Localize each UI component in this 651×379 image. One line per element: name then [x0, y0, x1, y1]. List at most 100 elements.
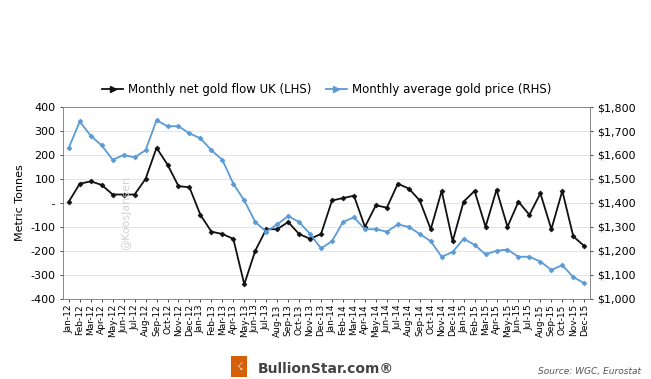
Monthly average gold price (RHS): [186, 131, 193, 136]
Monthly average gold price (RHS): [163, 124, 171, 128]
Monthly net gold flow UK (LHS): [449, 239, 456, 243]
Monthly average gold price (RHS): [273, 222, 281, 227]
Monthly average gold price (RHS): [76, 119, 84, 124]
Text: BullionStar.com®: BullionStar.com®: [257, 362, 394, 376]
Monthly net gold flow UK (LHS): [208, 229, 215, 234]
Monthly net gold flow UK (LHS): [504, 224, 512, 229]
Monthly net gold flow UK (LHS): [580, 244, 588, 248]
Monthly net gold flow UK (LHS): [547, 227, 555, 232]
Monthly average gold price (RHS): [580, 281, 588, 285]
Monthly net gold flow UK (LHS): [109, 192, 117, 197]
Text: ☇: ☇: [236, 362, 242, 372]
Monthly net gold flow UK (LHS): [98, 183, 105, 187]
Monthly net gold flow UK (LHS): [471, 189, 478, 193]
Monthly net gold flow UK (LHS): [229, 236, 237, 241]
Line: Monthly average gold price (RHS): Monthly average gold price (RHS): [67, 119, 586, 285]
Monthly average gold price (RHS): [482, 252, 490, 257]
Monthly net gold flow UK (LHS): [197, 213, 204, 217]
Monthly net gold flow UK (LHS): [427, 227, 435, 232]
Monthly net gold flow UK (LHS): [328, 198, 336, 203]
Monthly average gold price (RHS): [570, 275, 577, 279]
Monthly average gold price (RHS): [427, 239, 435, 243]
Text: ⚡: ⚡: [233, 362, 242, 376]
Monthly net gold flow UK (LHS): [514, 199, 522, 204]
Monthly average gold price (RHS): [306, 232, 314, 236]
Monthly average gold price (RHS): [460, 236, 467, 241]
Monthly net gold flow UK (LHS): [120, 192, 128, 197]
Monthly average gold price (RHS): [405, 224, 413, 229]
Monthly average gold price (RHS): [339, 220, 347, 224]
Monthly average gold price (RHS): [208, 148, 215, 152]
Monthly average gold price (RHS): [350, 215, 358, 219]
Monthly average gold price (RHS): [152, 118, 160, 122]
Monthly net gold flow UK (LHS): [142, 177, 150, 181]
Monthly average gold price (RHS): [120, 153, 128, 157]
Monthly average gold price (RHS): [416, 232, 424, 236]
Monthly net gold flow UK (LHS): [152, 146, 160, 150]
Monthly average gold price (RHS): [525, 254, 533, 259]
Monthly net gold flow UK (LHS): [339, 196, 347, 200]
Monthly average gold price (RHS): [547, 268, 555, 272]
Monthly average gold price (RHS): [328, 239, 336, 243]
Monthly net gold flow UK (LHS): [295, 232, 303, 236]
Monthly average gold price (RHS): [229, 182, 237, 186]
Monthly average gold price (RHS): [295, 220, 303, 224]
Monthly net gold flow UK (LHS): [361, 224, 369, 229]
Monthly average gold price (RHS): [493, 249, 501, 253]
Monthly average gold price (RHS): [174, 124, 182, 128]
Monthly net gold flow UK (LHS): [262, 227, 270, 232]
Monthly average gold price (RHS): [240, 198, 248, 203]
Monthly average gold price (RHS): [219, 158, 227, 162]
Monthly average gold price (RHS): [383, 229, 391, 234]
Monthly net gold flow UK (LHS): [394, 182, 402, 186]
Monthly net gold flow UK (LHS): [163, 162, 171, 167]
Monthly average gold price (RHS): [65, 146, 73, 150]
Monthly average gold price (RHS): [361, 227, 369, 232]
Line: Monthly net gold flow UK (LHS): Monthly net gold flow UK (LHS): [67, 146, 586, 286]
Monthly net gold flow UK (LHS): [493, 188, 501, 192]
Monthly average gold price (RHS): [437, 254, 445, 259]
Monthly average gold price (RHS): [559, 263, 566, 268]
Monthly net gold flow UK (LHS): [437, 189, 445, 193]
Monthly average gold price (RHS): [197, 136, 204, 141]
Monthly net gold flow UK (LHS): [284, 220, 292, 224]
Monthly net gold flow UK (LHS): [536, 191, 544, 196]
Monthly net gold flow UK (LHS): [317, 232, 325, 236]
Monthly net gold flow UK (LHS): [219, 232, 227, 236]
Monthly net gold flow UK (LHS): [251, 249, 259, 253]
Monthly average gold price (RHS): [536, 259, 544, 264]
Monthly net gold flow UK (LHS): [460, 199, 467, 204]
Monthly average gold price (RHS): [98, 143, 105, 148]
Y-axis label: Metric Tonnes: Metric Tonnes: [15, 164, 25, 241]
Monthly net gold flow UK (LHS): [570, 234, 577, 239]
Monthly net gold flow UK (LHS): [186, 185, 193, 190]
Monthly net gold flow UK (LHS): [525, 213, 533, 217]
Monthly net gold flow UK (LHS): [306, 236, 314, 241]
Monthly average gold price (RHS): [394, 222, 402, 227]
Monthly average gold price (RHS): [504, 247, 512, 252]
Monthly average gold price (RHS): [142, 148, 150, 152]
Text: @KoosJansen: @KoosJansen: [122, 175, 132, 249]
Monthly net gold flow UK (LHS): [482, 224, 490, 229]
Monthly net gold flow UK (LHS): [559, 189, 566, 193]
Monthly net gold flow UK (LHS): [240, 282, 248, 287]
Monthly net gold flow UK (LHS): [87, 179, 94, 183]
Monthly average gold price (RHS): [251, 220, 259, 224]
Monthly net gold flow UK (LHS): [405, 186, 413, 191]
Monthly net gold flow UK (LHS): [65, 199, 73, 204]
Monthly average gold price (RHS): [284, 214, 292, 218]
Monthly average gold price (RHS): [449, 250, 456, 254]
Monthly net gold flow UK (LHS): [350, 193, 358, 198]
Legend: Monthly net gold flow UK (LHS), Monthly average gold price (RHS): Monthly net gold flow UK (LHS), Monthly …: [98, 78, 556, 101]
Monthly average gold price (RHS): [262, 229, 270, 234]
Monthly net gold flow UK (LHS): [273, 227, 281, 232]
Monthly net gold flow UK (LHS): [383, 205, 391, 210]
Monthly net gold flow UK (LHS): [416, 198, 424, 203]
Monthly average gold price (RHS): [87, 133, 94, 138]
Monthly average gold price (RHS): [514, 254, 522, 259]
Monthly net gold flow UK (LHS): [174, 184, 182, 188]
Monthly average gold price (RHS): [109, 158, 117, 162]
Monthly average gold price (RHS): [372, 227, 380, 232]
Monthly net gold flow UK (LHS): [131, 192, 139, 197]
Monthly average gold price (RHS): [471, 243, 478, 247]
